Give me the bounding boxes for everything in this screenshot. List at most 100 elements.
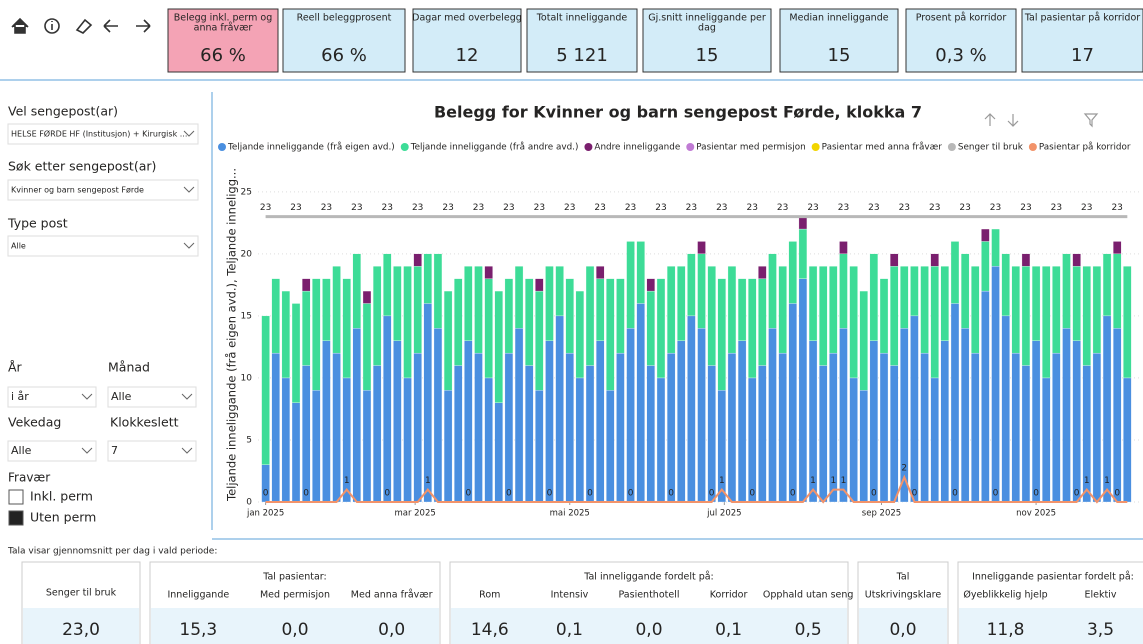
info-icon[interactable] bbox=[44, 18, 60, 34]
dropdown-value: Alle bbox=[11, 444, 32, 457]
checkbox-label: Inkl. perm bbox=[30, 489, 93, 504]
bar bbox=[596, 278, 605, 341]
data-label: 23 bbox=[442, 203, 453, 213]
y-tick-label: 5 bbox=[246, 435, 252, 445]
bar bbox=[1021, 365, 1031, 503]
bar bbox=[808, 266, 818, 341]
y-tick-label: 20 bbox=[241, 249, 253, 259]
dropdown[interactable] bbox=[7, 179, 199, 201]
bar bbox=[788, 241, 797, 304]
bar bbox=[819, 365, 828, 503]
forward-icon[interactable] bbox=[136, 19, 151, 33]
bar bbox=[1102, 315, 1112, 503]
bar bbox=[940, 340, 949, 503]
dropdown[interactable] bbox=[7, 386, 97, 408]
bar bbox=[687, 315, 696, 503]
bar bbox=[372, 365, 382, 503]
bar bbox=[454, 365, 463, 503]
bar bbox=[1011, 352, 1020, 503]
chevron bbox=[181, 393, 193, 400]
bar bbox=[748, 278, 757, 379]
dropdown[interactable] bbox=[107, 440, 197, 462]
data-label: 23 bbox=[290, 203, 301, 213]
dropdown[interactable] bbox=[7, 235, 199, 257]
x-tick-label: jan 2025 bbox=[246, 509, 284, 519]
data-label: 1 bbox=[841, 476, 847, 486]
summary-label: Med anna fråvær bbox=[351, 590, 433, 601]
chevron bbox=[183, 242, 195, 249]
data-label: 1 bbox=[1104, 476, 1110, 486]
bar bbox=[1113, 253, 1122, 329]
bar bbox=[920, 266, 929, 354]
bar bbox=[291, 303, 301, 403]
summary-value: 0,1 bbox=[556, 620, 583, 640]
bar bbox=[585, 365, 595, 503]
bar bbox=[758, 266, 767, 279]
summary-value: 0,0 bbox=[889, 620, 916, 640]
bar bbox=[271, 278, 280, 354]
bar bbox=[1092, 266, 1102, 354]
data-label: 23 bbox=[807, 203, 818, 213]
bar bbox=[991, 228, 1000, 267]
bar bbox=[433, 253, 443, 329]
legend-swatch bbox=[1028, 143, 1037, 151]
summary-label: Øyeblikkelig hjelp bbox=[963, 590, 1047, 601]
data-label: 23 bbox=[564, 203, 575, 213]
checkbox[interactable] bbox=[8, 510, 24, 526]
legend-label: Teljande inneliggande (frå andre avd.) bbox=[410, 142, 579, 153]
legend-label: Pasientar på korridor bbox=[1039, 142, 1131, 153]
data-label: 1 bbox=[830, 476, 836, 486]
home-icon[interactable] bbox=[11, 17, 29, 34]
bar bbox=[879, 352, 889, 503]
kpi-value: 15 bbox=[828, 45, 851, 66]
data-label: 23 bbox=[473, 203, 484, 213]
legend-label: Senger til bruk bbox=[958, 143, 1024, 153]
data-label: 0 bbox=[871, 489, 877, 499]
bar bbox=[798, 278, 808, 503]
kpi-label: Belegg inkl. perm og bbox=[174, 13, 273, 24]
legend-swatch bbox=[218, 143, 226, 151]
checkbox[interactable] bbox=[8, 489, 24, 505]
bar bbox=[1102, 253, 1112, 317]
dropdown-value: HELSE FØRDE HF (Institusjon) + Kirurgisk… bbox=[11, 129, 187, 139]
bar bbox=[636, 241, 645, 304]
bar bbox=[535, 390, 544, 503]
kpi-card bbox=[1021, 8, 1143, 73]
summary-value: 3,5 bbox=[1087, 620, 1114, 640]
bar bbox=[626, 241, 635, 329]
bar bbox=[1062, 328, 1071, 503]
back-icon[interactable] bbox=[103, 19, 118, 33]
y-axis-label: Teljande inneliggande (frå eigen avd.), … bbox=[225, 168, 239, 502]
data-label: 23 bbox=[503, 203, 514, 213]
kpi-value: 66 % bbox=[200, 45, 246, 66]
summary-band bbox=[859, 608, 947, 644]
bar bbox=[474, 352, 483, 503]
bar bbox=[981, 241, 990, 292]
bar bbox=[302, 278, 311, 292]
chart-title: Belegg for Kvinner og barn sengepost Før… bbox=[434, 103, 922, 122]
dropdown[interactable] bbox=[107, 386, 197, 408]
bar bbox=[829, 266, 838, 354]
data-label: 23 bbox=[351, 203, 362, 213]
bar bbox=[575, 290, 585, 379]
summary-label: Korridor bbox=[710, 590, 748, 601]
checkbox-label: Uten perm bbox=[30, 510, 96, 525]
summary-value: 0,1 bbox=[715, 620, 742, 640]
data-label: 1 bbox=[1084, 476, 1090, 486]
bar bbox=[890, 365, 899, 503]
y-tick-label: 10 bbox=[241, 373, 253, 383]
bar bbox=[737, 340, 747, 503]
bar bbox=[798, 228, 808, 279]
chevron bbox=[183, 186, 195, 193]
dropdown[interactable] bbox=[7, 123, 199, 145]
summary-band bbox=[23, 608, 139, 644]
data-label: 23 bbox=[655, 203, 666, 213]
bar bbox=[1113, 241, 1122, 255]
dropdown[interactable] bbox=[7, 440, 97, 462]
bar bbox=[768, 328, 777, 503]
summary-title: Tal inneliggande fordelt på: bbox=[583, 572, 714, 583]
bar bbox=[971, 352, 980, 503]
summary-label: Opphald utan seng bbox=[763, 590, 854, 601]
bar bbox=[484, 266, 493, 279]
eraser-icon[interactable] bbox=[75, 18, 93, 34]
